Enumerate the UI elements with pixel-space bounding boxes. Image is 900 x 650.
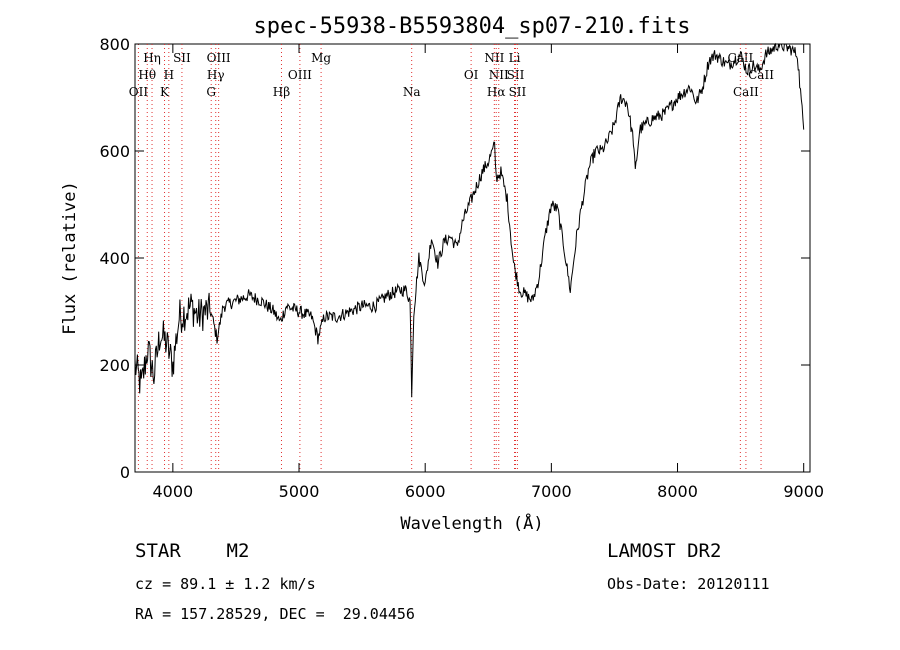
line-marker-label: CaII	[733, 85, 759, 99]
x-tick-label: 9000	[783, 482, 824, 501]
survey-name: LAMOST DR2	[607, 540, 722, 562]
line-marker-label: Hγ	[207, 68, 225, 82]
line-marker-label: SII	[507, 68, 525, 82]
line-marker-label: NII	[484, 51, 504, 65]
y-tick-label: 200	[99, 356, 130, 375]
x-tick-label: 4000	[152, 482, 193, 501]
line-marker-label: OIII	[207, 51, 231, 65]
line-marker-label: NII	[489, 68, 509, 82]
line-marker-label: Hβ	[273, 85, 290, 99]
line-marker-label: H	[164, 68, 174, 82]
line-marker-label: Hη	[143, 51, 161, 65]
spectrum-line	[134, 42, 805, 398]
axis-ticks: 4000 5000 6000 7000 8000 9000 0 200 400 600 800	[99, 35, 824, 501]
line-marker-label: OI	[464, 68, 479, 82]
plot-frame	[134, 43, 811, 473]
redshift-velocity: cz = 89.1 ± 1.2 km/s	[135, 575, 316, 593]
ra-dec-coordinates: RA = 157.28529, DEC = 29.04456	[135, 605, 415, 623]
observation-date: Obs-Date: 20120111	[607, 575, 770, 593]
line-marker-label: OII	[129, 85, 149, 99]
line-marker-label: Na	[403, 85, 421, 99]
y-tick-label: 600	[99, 142, 130, 161]
x-tick-label: 8000	[657, 482, 698, 501]
line-marker-label: K	[160, 85, 170, 99]
line-marker-label: SII	[173, 51, 191, 65]
line-marker-label: Li	[509, 51, 521, 65]
line-marker-label: OIII	[288, 68, 312, 82]
object-class: STAR M2	[135, 540, 250, 562]
x-axis-label: Wavelength (Å)	[400, 512, 543, 534]
y-tick-label: 400	[99, 249, 130, 268]
y-tick-label: 0	[120, 463, 130, 482]
y-axis-label: Flux (relative)	[60, 181, 80, 335]
x-tick-label: 6000	[405, 482, 446, 501]
x-tick-label: 7000	[531, 482, 572, 501]
chart-title: spec-55938-B5593804_sp07-210.fits	[253, 14, 690, 39]
x-tick-label: 5000	[279, 482, 320, 501]
series-group	[134, 42, 805, 398]
line-marker-label: Hθ	[138, 68, 156, 82]
line-marker-label: Mg	[311, 51, 331, 65]
line-marker-label: G	[206, 85, 216, 99]
line-marker-label: Hα	[487, 85, 506, 99]
line-marker-label: SII	[509, 85, 527, 99]
y-tick-label: 800	[99, 35, 130, 54]
